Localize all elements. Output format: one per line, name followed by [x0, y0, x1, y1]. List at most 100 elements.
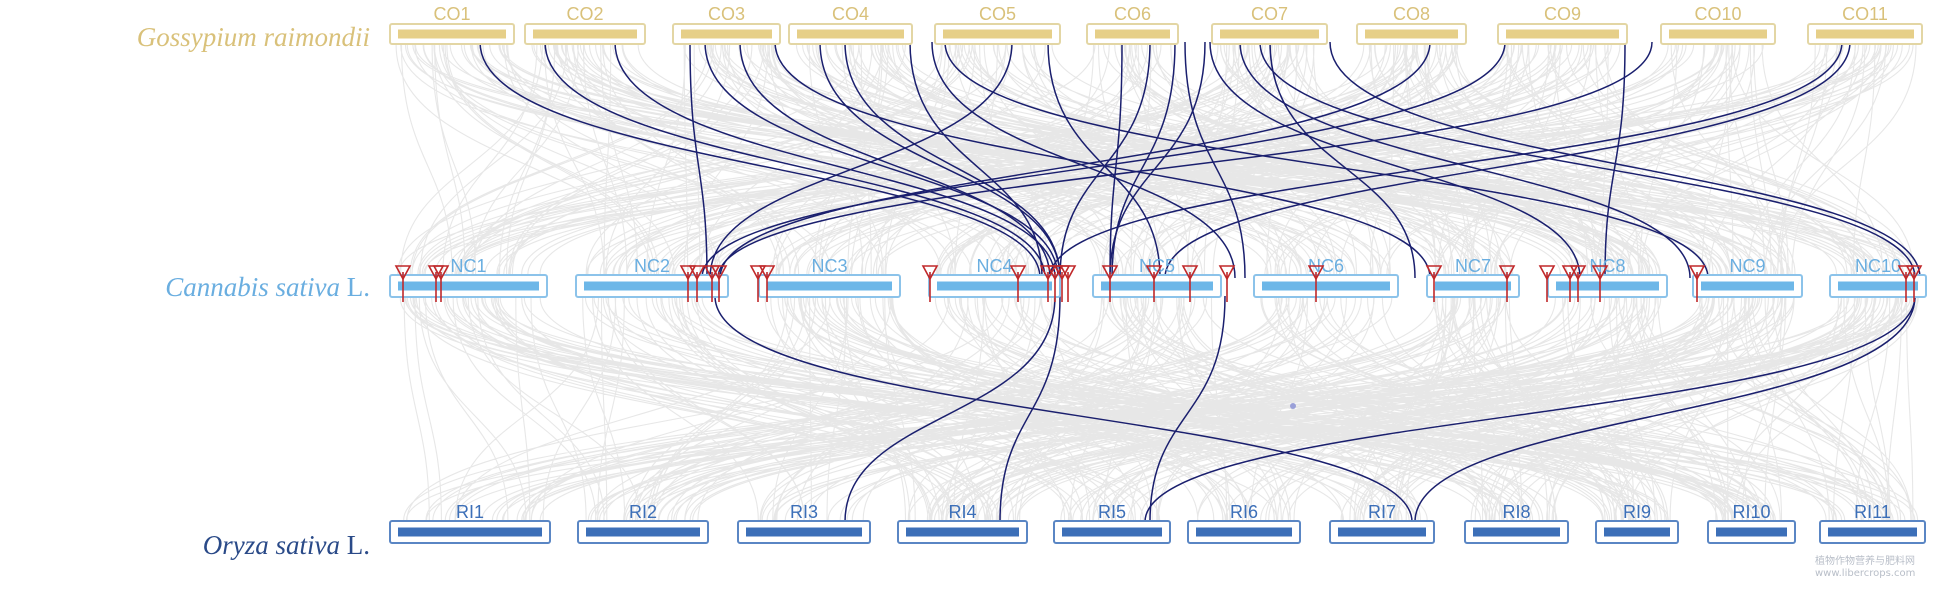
chromosome-label-CO7: CO7 [1251, 4, 1288, 24]
chromosome-label-RI8: RI8 [1502, 502, 1530, 522]
highlight-link-top-middle [704, 41, 1059, 279]
chromosome-bar-CO11 [1816, 29, 1914, 39]
chromosome-bar-NC3 [767, 281, 892, 291]
gene-marker-triangle [1591, 265, 1609, 281]
chromosome-bar-RI6 [1196, 527, 1292, 537]
chromosome-bar-CO3 [681, 29, 772, 39]
chromosome-tracks: CO1 CO2 CO3 CO4 CO5 CO6 CO7 CO8 CO9 CO10 CO11 NC1 NC… [389, 4, 1927, 544]
highlight-link-top-middle [1269, 41, 1416, 279]
highlight-link-top-middle [844, 41, 1061, 279]
chromosome-label-CO9: CO9 [1544, 4, 1581, 24]
gene-marker-triangle [1145, 265, 1163, 281]
chromosome-label-RI5: RI5 [1098, 502, 1126, 522]
chromosome-label-CO11: CO11 [1842, 4, 1888, 24]
chromosome-label-CO3: CO3 [708, 4, 745, 24]
highlight-link-middle-bottom [999, 295, 1061, 523]
gene-marker-triangle [1307, 265, 1325, 281]
highlight-link-top-middle [701, 41, 1506, 279]
chromosome-bar-NC1 [398, 281, 539, 291]
chromosome-bar-CO5 [943, 29, 1052, 39]
gene-marker-triangle [1905, 265, 1923, 281]
chromosome-bar-RI2 [586, 527, 700, 537]
chromosome-bar-NC5 [1101, 281, 1213, 291]
chromosome-label-NC4: NC4 [976, 256, 1012, 276]
chromosome-label-RI4: RI4 [948, 502, 976, 522]
chromosome-label-CO8: CO8 [1393, 4, 1430, 24]
chromosome-bar-NC9 [1701, 281, 1794, 291]
chromosome-label-RI3: RI3 [790, 502, 818, 522]
chromosome-bar-CO1 [398, 29, 506, 39]
chromosome-label-NC9: NC9 [1729, 256, 1765, 276]
highlight-link-top-middle [931, 41, 1236, 279]
highlight-link-top-middle [1049, 41, 1843, 279]
chromosome-label-NC6: NC6 [1308, 256, 1344, 276]
highlight-link-top-middle [1259, 41, 1916, 279]
watermark-line-1: 植物作物营养与肥料网 [1815, 556, 1915, 567]
chromosome-bar-RI9 [1604, 527, 1670, 537]
highlight-link-top-middle [544, 41, 1046, 279]
chromosome-label-RI1: RI1 [456, 502, 484, 522]
stray-dot [1290, 403, 1296, 409]
species-bottom-suffix: L. [340, 530, 370, 560]
gene-marker-triangle [1498, 265, 1516, 281]
gene-marker-triangle [1897, 265, 1915, 281]
gene-marker-triangle [394, 265, 412, 281]
chromosome-bar-NC8 [1556, 281, 1659, 291]
gene-marker-triangle [1688, 265, 1706, 281]
chromosome-bar-RI1 [398, 527, 542, 537]
chromosome-label-NC7: NC7 [1455, 256, 1491, 276]
gene-marker-triangle [921, 265, 939, 281]
gene-marker-triangle [758, 265, 776, 281]
chromosome-bar-RI11 [1828, 527, 1917, 537]
chromosome-label-CO1: CO1 [433, 4, 470, 24]
chromosome-label-RI10: RI10 [1732, 502, 1770, 522]
highlight-link-middle-bottom [1149, 295, 1226, 523]
gene-marker-triangle [432, 265, 450, 281]
highlight-link-top-middle [614, 41, 1056, 279]
chromosome-label-RI11: RI11 [1854, 502, 1891, 522]
highlight-link-top-middle [719, 41, 1431, 279]
gene-marker-triangle [1569, 265, 1587, 281]
species-bottom-name: Oryza sativa [202, 530, 340, 560]
gene-marker-triangle [688, 265, 706, 281]
chromosome-label-CO4: CO4 [832, 4, 869, 24]
background-links-middle-bottom [399, 297, 1919, 521]
species-label-top: Gossypium raimondii [137, 22, 370, 53]
highlight-link-top-middle [909, 41, 1043, 279]
chromosome-bar-NC4 [937, 281, 1052, 291]
chromosome-bar-CO9 [1506, 29, 1619, 39]
chromosome-bar-NC7 [1435, 281, 1511, 291]
chromosome-label-RI9: RI9 [1623, 502, 1651, 522]
highlight-link-top-middle [1109, 41, 1123, 279]
chromosome-label-CO2: CO2 [566, 4, 603, 24]
gene-marker-triangle [679, 265, 697, 281]
chromosome-bar-RI8 [1473, 527, 1560, 537]
highlight-link-top-middle [1164, 41, 1851, 279]
highlight-link-top-middle [1239, 41, 1691, 279]
gene-marker-triangle [1101, 265, 1119, 281]
chromosome-bar-RI5 [1062, 527, 1162, 537]
chromosome-bar-CO8 [1365, 29, 1458, 39]
background-collinearity-links [395, 44, 1921, 521]
watermark: 植物作物营养与肥料网 www.libercrops.com [1815, 556, 1915, 580]
chromosome-label-CO10: CO10 [1694, 4, 1741, 24]
chromosome-bar-RI10 [1716, 527, 1787, 537]
highlight-link-top-middle [479, 41, 1041, 279]
chromosome-bar-CO2 [533, 29, 637, 39]
chromosome-bar-RI4 [906, 527, 1019, 537]
species-middle-suffix: L. [340, 272, 370, 302]
highlight-link-top-middle [709, 41, 1013, 279]
highlight-link-middle-bottom [1414, 295, 1916, 523]
gene-marker-triangle [1218, 265, 1236, 281]
species-middle-name: Cannabis sativa [165, 272, 340, 302]
background-links-top-middle [395, 44, 1921, 275]
highlight-link-top-middle [1604, 41, 1626, 279]
highlight-link-top-middle [689, 41, 708, 279]
chromosome-label-RI7: RI7 [1368, 502, 1396, 522]
gene-marker-triangle [1009, 265, 1027, 281]
highlight-link-top-middle [739, 41, 1051, 279]
highlight-link-top-middle [1184, 41, 1246, 279]
chromosome-bar-RI3 [746, 527, 862, 537]
chromosome-label-NC10: NC10 [1855, 256, 1901, 276]
